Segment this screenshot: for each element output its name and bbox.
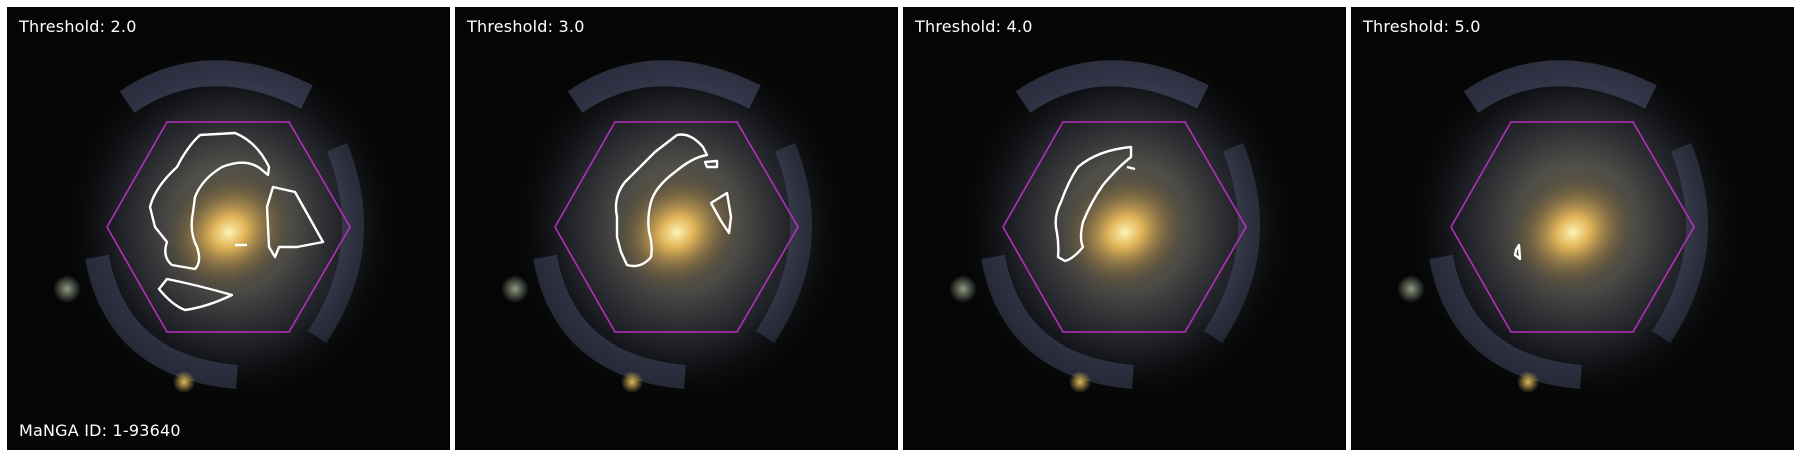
image-panel-threshold-2: Threshold: 2.0 MaNGA ID: 1-93640 xyxy=(7,7,450,450)
foreground-star xyxy=(53,275,81,303)
threshold-label: Threshold: 3.0 xyxy=(467,17,585,36)
threshold-label: Threshold: 4.0 xyxy=(915,17,1033,36)
foreground-star xyxy=(949,275,977,303)
contour-set xyxy=(614,133,733,268)
ifu-hexagon xyxy=(554,121,799,333)
foreground-star xyxy=(501,275,529,303)
galaxy-image xyxy=(7,7,450,450)
contour-set xyxy=(1513,243,1522,261)
contour-set xyxy=(1054,145,1136,263)
galaxy-image xyxy=(455,7,898,450)
galaxy-image xyxy=(1351,7,1794,450)
manga-id-label: MaNGA ID: 1-93640 xyxy=(19,421,181,440)
galaxy-core xyxy=(1057,169,1193,295)
galaxy-image xyxy=(903,7,1346,450)
image-panel-threshold-4: Threshold: 4.0 xyxy=(903,7,1346,450)
foreground-star xyxy=(621,371,643,393)
image-panel-threshold-3: Threshold: 3.0 xyxy=(455,7,898,450)
foreground-star xyxy=(1069,371,1091,393)
foreground-star xyxy=(1517,371,1539,393)
image-panel-threshold-5: Threshold: 5.0 xyxy=(1351,7,1794,450)
threshold-label: Threshold: 5.0 xyxy=(1363,17,1481,36)
threshold-label: Threshold: 2.0 xyxy=(19,17,137,36)
ifu-hexagon xyxy=(1450,121,1695,333)
galaxy-core xyxy=(1505,169,1641,295)
ifu-hexagon xyxy=(106,121,351,333)
ifu-hexagon xyxy=(1002,121,1247,333)
contour-set xyxy=(148,131,325,312)
foreground-star xyxy=(173,371,195,393)
foreground-star xyxy=(1397,275,1425,303)
